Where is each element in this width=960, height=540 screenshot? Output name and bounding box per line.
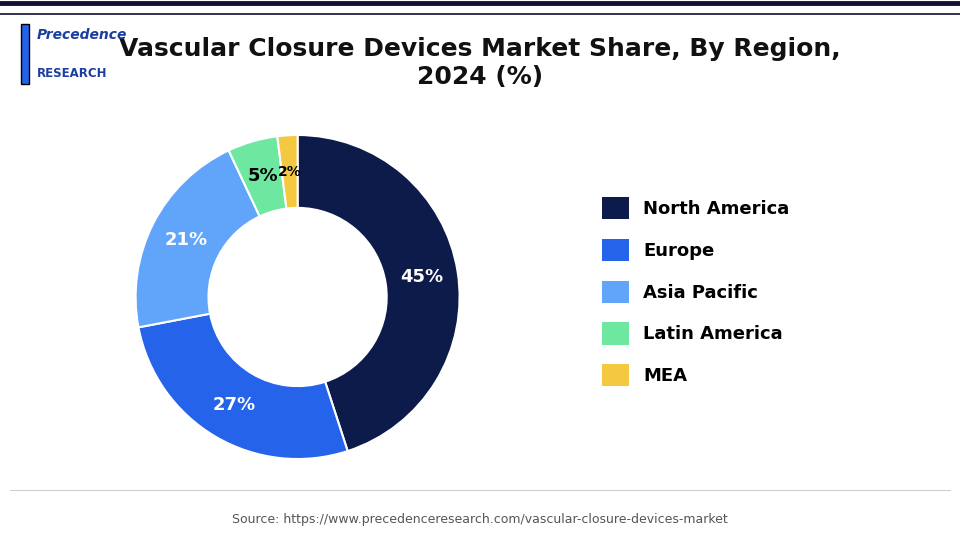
Wedge shape <box>138 314 348 459</box>
Text: 27%: 27% <box>212 396 255 414</box>
Wedge shape <box>135 151 259 327</box>
Legend: North America, Europe, Asia Pacific, Latin America, MEA: North America, Europe, Asia Pacific, Lat… <box>594 190 797 394</box>
Text: Precedence: Precedence <box>36 28 127 42</box>
Wedge shape <box>228 136 286 217</box>
Text: 45%: 45% <box>400 268 444 286</box>
FancyBboxPatch shape <box>21 24 29 84</box>
Wedge shape <box>277 135 298 208</box>
Text: Vascular Closure Devices Market Share, By Region,
2024 (%): Vascular Closure Devices Market Share, B… <box>119 37 841 89</box>
Text: RESEARCH: RESEARCH <box>36 67 107 80</box>
Wedge shape <box>298 135 460 451</box>
Text: 5%: 5% <box>248 167 277 185</box>
Text: 2%: 2% <box>277 165 301 179</box>
Text: 21%: 21% <box>164 231 207 249</box>
Text: Source: https://www.precedenceresearch.com/vascular-closure-devices-market: Source: https://www.precedenceresearch.c… <box>232 513 728 526</box>
